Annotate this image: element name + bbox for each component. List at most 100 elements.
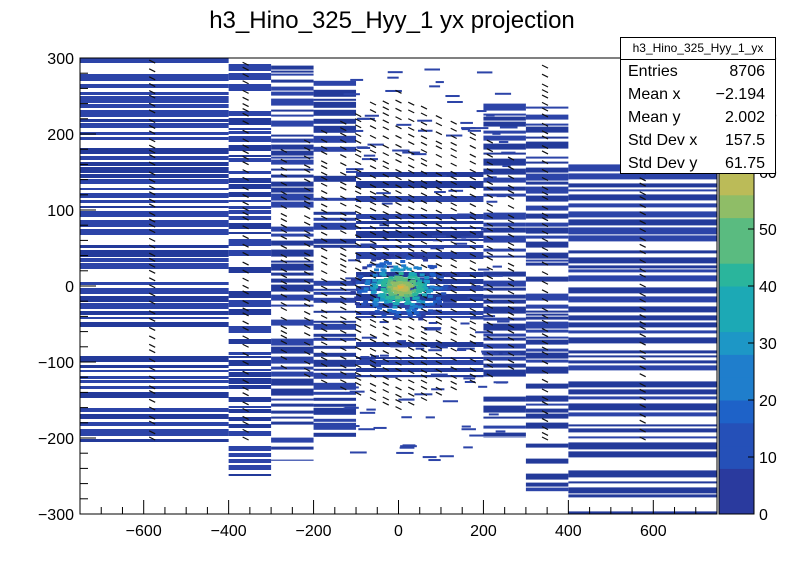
core-bin bbox=[392, 277, 398, 281]
heatmap-stripe bbox=[80, 356, 229, 362]
heatmap-stripe bbox=[356, 357, 484, 359]
core-bin bbox=[395, 278, 401, 282]
heatmap-stripe bbox=[271, 398, 314, 401]
errorbar-mark bbox=[369, 338, 377, 343]
heatmap-stripe bbox=[568, 360, 717, 364]
core-bin bbox=[394, 302, 400, 306]
errorbar-mark bbox=[486, 186, 494, 191]
sparse-bin bbox=[346, 425, 360, 428]
errorbar-mark bbox=[354, 276, 362, 282]
errorbar-mark bbox=[354, 292, 362, 298]
errorbar-mark bbox=[395, 348, 402, 353]
errorbar-mark bbox=[382, 181, 390, 186]
errorbar-mark bbox=[395, 223, 402, 228]
errorbar-mark bbox=[407, 386, 415, 391]
heatmap-band bbox=[483, 103, 526, 438]
errorbar-mark bbox=[450, 216, 457, 221]
errorbar-mark bbox=[507, 204, 515, 209]
y-tick-label: −200 bbox=[38, 431, 74, 448]
core-bin bbox=[385, 256, 391, 260]
heatmap-stripe bbox=[483, 317, 526, 321]
sparse-bin bbox=[358, 428, 375, 431]
errorbar-mark bbox=[395, 116, 402, 121]
sparse-bin bbox=[461, 425, 471, 428]
core-bin bbox=[393, 288, 399, 292]
errorbar-mark bbox=[340, 139, 347, 144]
errorbar-mark bbox=[407, 206, 415, 211]
heatmap-stripe bbox=[228, 131, 272, 134]
sparse-bin bbox=[350, 78, 364, 81]
core-bin bbox=[432, 265, 438, 269]
errorbar-mark bbox=[435, 186, 443, 191]
heatmap-stripe bbox=[525, 310, 569, 313]
errorbar-mark bbox=[541, 145, 549, 150]
errorbar-mark bbox=[280, 334, 288, 339]
heatmap-stripe bbox=[271, 366, 314, 370]
sparse-bin bbox=[387, 76, 399, 79]
errorbar-mark bbox=[148, 161, 156, 166]
sparse-bin bbox=[461, 128, 471, 131]
errorbar-mark bbox=[541, 314, 549, 319]
errorbar-mark bbox=[435, 360, 443, 365]
errorbar-mark bbox=[354, 316, 362, 321]
errorbar-mark bbox=[382, 401, 390, 406]
heatmap-stripe bbox=[228, 145, 272, 151]
errorbar-mark bbox=[435, 140, 443, 145]
sparse-bin bbox=[460, 322, 470, 325]
core-bin bbox=[390, 268, 396, 272]
core-bin bbox=[394, 268, 400, 272]
errorbar-mark bbox=[469, 307, 477, 312]
heatmap-stripe bbox=[568, 412, 717, 417]
core-bin bbox=[415, 289, 421, 293]
errorbar-mark bbox=[280, 330, 288, 335]
heatmap-stripe bbox=[80, 282, 229, 285]
errorbar-mark bbox=[407, 242, 415, 247]
errorbar-mark bbox=[450, 284, 457, 289]
errorbar-mark bbox=[486, 139, 494, 144]
core-bin bbox=[381, 256, 387, 260]
errorbar-mark bbox=[369, 117, 377, 122]
heatmap-stripe bbox=[313, 217, 357, 221]
heatmap-stripe bbox=[313, 391, 357, 395]
sparse-bin bbox=[482, 315, 496, 318]
errorbar-mark bbox=[450, 386, 457, 391]
errorbar-mark bbox=[303, 215, 311, 220]
core-bin bbox=[388, 278, 394, 282]
errorbar-mark bbox=[639, 428, 646, 433]
errorbar-mark bbox=[280, 306, 288, 312]
errorbar-mark bbox=[486, 275, 494, 280]
heatmap-stripe bbox=[483, 135, 526, 141]
core-bin bbox=[421, 293, 427, 297]
heatmap-stripe bbox=[313, 345, 357, 349]
errorbar-mark bbox=[354, 258, 362, 263]
core-bin bbox=[418, 254, 424, 258]
errorbar-mark bbox=[639, 320, 646, 326]
errorbar-mark bbox=[420, 385, 428, 390]
errorbar-mark bbox=[369, 195, 377, 200]
heatmap-stripe bbox=[313, 297, 357, 303]
heatmap-stripe bbox=[228, 446, 272, 451]
errorbar-mark bbox=[280, 349, 288, 354]
errorbar-mark bbox=[450, 120, 457, 125]
errorbar-mark bbox=[407, 199, 415, 204]
errorbar-mark bbox=[280, 268, 288, 273]
errorbar-mark bbox=[420, 392, 428, 397]
errorbar-mark bbox=[450, 176, 457, 181]
heatmap-stripe bbox=[80, 303, 229, 309]
heatmap-stripe bbox=[271, 346, 314, 354]
errorbar-mark bbox=[369, 374, 377, 379]
sparse-bin bbox=[399, 446, 415, 449]
errorbar-mark bbox=[541, 261, 549, 266]
sparse-bin bbox=[361, 198, 371, 201]
errorbar-mark bbox=[369, 240, 377, 245]
errorbar-mark bbox=[340, 146, 347, 151]
errorbar-mark bbox=[369, 134, 377, 139]
errorbar-mark bbox=[242, 225, 249, 230]
errorbar-mark bbox=[420, 361, 428, 366]
sparse-bin bbox=[428, 321, 438, 324]
sparse-bin bbox=[434, 191, 446, 194]
errorbar-mark bbox=[148, 415, 156, 420]
errorbar-mark bbox=[340, 225, 347, 230]
errorbar-mark bbox=[303, 155, 311, 160]
heatmap-stripe bbox=[525, 276, 569, 282]
